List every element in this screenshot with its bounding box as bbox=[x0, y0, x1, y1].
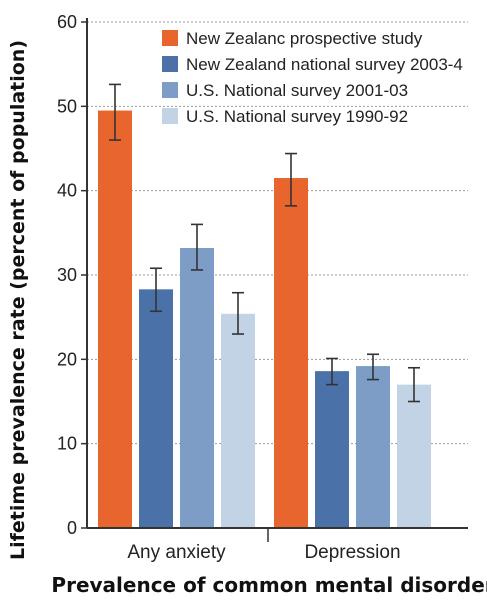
bars bbox=[98, 110, 431, 529]
y-tick-label: 40 bbox=[57, 181, 77, 201]
legend-swatch bbox=[162, 82, 178, 98]
y-axis-title: Lifetime prevalence rate (percent of pop… bbox=[7, 40, 29, 560]
x-category-label: Depression bbox=[304, 542, 400, 563]
bar bbox=[221, 313, 255, 528]
bar bbox=[139, 289, 173, 528]
legend-label: New Zealanc prospective study bbox=[186, 29, 423, 48]
legend-label: U.S. National survey 1990-92 bbox=[186, 107, 408, 126]
bar bbox=[180, 248, 214, 528]
error-bars bbox=[109, 83, 420, 403]
y-tick-label: 30 bbox=[57, 265, 77, 285]
bar bbox=[274, 178, 308, 528]
x-category-labels: Any anxiety Depression bbox=[127, 542, 400, 563]
bar bbox=[356, 366, 390, 528]
axes bbox=[81, 18, 468, 542]
bar bbox=[98, 110, 132, 529]
y-tick-labels: 0 10 20 30 40 50 60 bbox=[57, 12, 77, 538]
x-axis-title: Prevalence of common mental disorders bbox=[51, 573, 487, 597]
bar bbox=[315, 371, 349, 528]
legend-swatch bbox=[162, 56, 178, 72]
y-tick-label: 20 bbox=[57, 349, 77, 369]
legend: New Zealanc prospective study New Zealand… bbox=[162, 29, 463, 126]
bar bbox=[397, 384, 431, 528]
y-tick-label: 10 bbox=[57, 434, 77, 454]
legend-label: New Zealand national survey 2003-4 bbox=[186, 55, 463, 74]
y-tick-label: 0 bbox=[67, 518, 77, 538]
y-tick-label: 60 bbox=[57, 12, 77, 32]
legend-swatch bbox=[162, 30, 178, 46]
legend-label: U.S. National survey 2001-03 bbox=[186, 81, 408, 100]
legend-swatch bbox=[162, 108, 178, 124]
x-category-label: Any anxiety bbox=[127, 542, 226, 563]
y-tick-label: 50 bbox=[57, 96, 77, 116]
